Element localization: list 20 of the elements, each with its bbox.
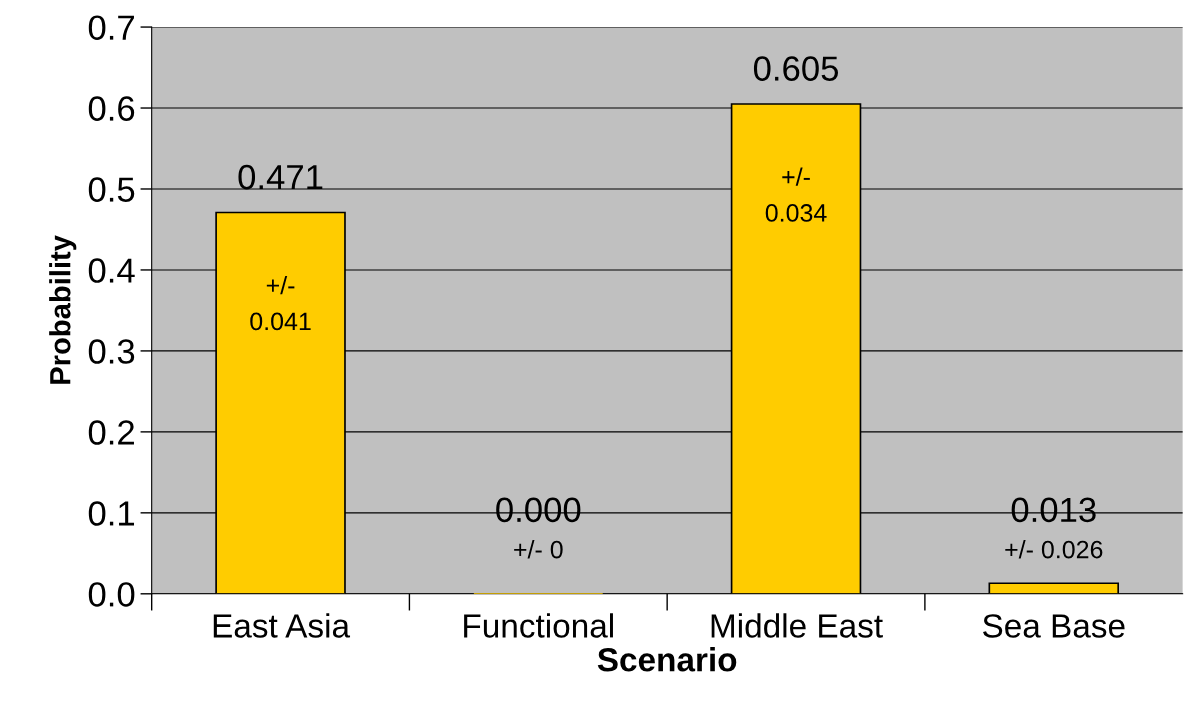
y-tick-label: 0.0 (88, 582, 135, 607)
y-tick-label: 0.7 (88, 15, 134, 40)
data-label: 0.605 (753, 56, 839, 81)
y-tick-label: 0.5 (88, 177, 135, 202)
x-tick-label: East Asia (213, 613, 351, 638)
y-tick-label: 0.1 (88, 501, 135, 526)
x-tick-label: Functional (464, 613, 613, 638)
y-tick-label: 0.4 (88, 258, 135, 283)
x-tick-label: Sea Base (983, 614, 1125, 638)
y-tick-label: 0.6 (88, 96, 135, 121)
data-label: 0.471 (238, 164, 323, 190)
annotation: +/- 0.026 (1005, 540, 1103, 559)
x-tick-label: Middle East (711, 613, 883, 638)
y-axis-title: Probability (49, 235, 77, 384)
annotation: +/- 0 (514, 540, 563, 559)
y-tick-label: 0.3 (88, 339, 135, 364)
x-axis-title: Scenario (597, 647, 737, 672)
y-tick-label: 0.2 (88, 420, 134, 445)
annotation: +/- 0.034 (765, 167, 827, 222)
annotation: +/- 0.041 (250, 275, 311, 331)
